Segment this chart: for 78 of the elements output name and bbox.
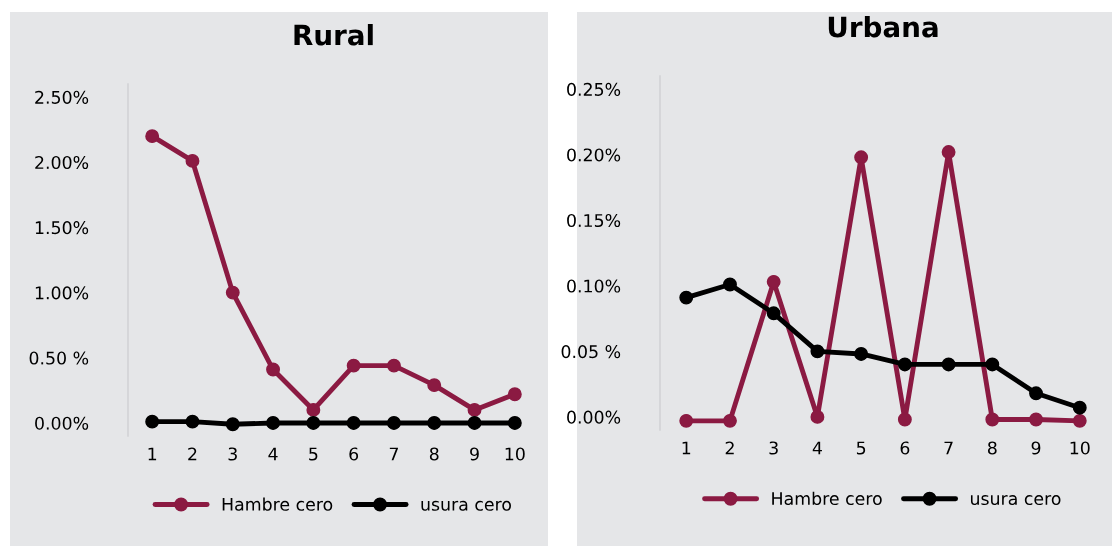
point: [225, 417, 240, 432]
x-tick-label: 6: [349, 447, 359, 461]
point: [854, 150, 869, 165]
point: [723, 277, 737, 292]
chart-title: Rural: [294, 24, 373, 46]
point: [386, 358, 401, 373]
x-tick-label: 7: [944, 441, 953, 455]
y-tick-label: 0.00%: [35, 416, 89, 430]
x-tick-label: 8: [987, 441, 997, 455]
legend-label: usura cero: [970, 495, 1061, 506]
x-tick-label: 2: [725, 441, 734, 455]
legend-label: Hambre cero: [222, 497, 333, 511]
x-tick-label: 1: [682, 441, 691, 455]
point: [1072, 413, 1087, 428]
point: [507, 416, 522, 430]
point: [266, 362, 281, 377]
y-tick-label: 2.00%: [35, 155, 89, 170]
x-tick-label: 10: [1070, 441, 1090, 455]
point: [679, 413, 694, 428]
point: [185, 153, 200, 168]
y-tick-label: 0.00%: [567, 410, 621, 424]
x-tick-label: 5: [856, 441, 866, 455]
x-tick-label: 10: [505, 447, 525, 461]
point: [346, 416, 361, 430]
point: [766, 274, 781, 289]
y-tick-label: 1.50%: [35, 221, 89, 235]
x-tick-label: 4: [268, 447, 278, 461]
y-tick-label: 0.50 %: [29, 351, 89, 365]
legend-label: Hambre cero: [772, 491, 882, 506]
x-tick-label: 6: [900, 441, 910, 455]
point: [766, 306, 781, 321]
point: [266, 416, 281, 430]
y-tick-label: 2.50%: [35, 90, 89, 104]
point: [467, 416, 482, 430]
point: [1029, 412, 1043, 427]
point: [467, 402, 482, 417]
point: [507, 387, 522, 402]
point: [723, 413, 737, 428]
point: [145, 129, 160, 144]
x-tick-label: 4: [812, 441, 822, 455]
point: [810, 344, 825, 359]
x-tick-label: 2: [188, 447, 197, 461]
point: [427, 416, 442, 430]
point: [386, 416, 401, 430]
point: [346, 358, 361, 373]
y-tick-label: 0.20%: [567, 148, 621, 162]
x-tick-label: 9: [1031, 441, 1041, 455]
point: [427, 378, 442, 393]
point: [897, 357, 912, 372]
point: [810, 409, 825, 424]
point: [306, 402, 321, 417]
point: [854, 347, 869, 361]
point: [1072, 400, 1087, 415]
point: [679, 290, 694, 305]
y-tick-label: 0.05 %: [561, 345, 621, 359]
x-tick-label: 3: [769, 441, 778, 455]
point: [185, 414, 200, 429]
y-tick-label: 1.00%: [35, 286, 89, 300]
y-tick-label: 0.15%: [567, 213, 621, 228]
x-tick-label: 8: [429, 447, 439, 461]
y-tick-label: 0.25%: [567, 82, 621, 96]
x-tick-label: 5: [309, 447, 318, 461]
legend-label: usura cero: [421, 500, 511, 511]
point: [225, 285, 240, 300]
x-tick-label: 7: [389, 447, 398, 461]
x-tick-label: 1: [148, 447, 157, 461]
chart-title: Urbana: [828, 16, 938, 38]
point: [941, 357, 956, 372]
point: [306, 416, 321, 430]
point: [897, 412, 912, 427]
point: [985, 412, 1000, 427]
x-tick-label: 3: [228, 447, 237, 461]
x-tick-label: 9: [470, 447, 479, 461]
point: [941, 145, 956, 159]
y-tick-label: 0.10%: [567, 279, 621, 293]
point: [1029, 386, 1043, 401]
point: [145, 414, 160, 429]
point: [985, 357, 1000, 372]
